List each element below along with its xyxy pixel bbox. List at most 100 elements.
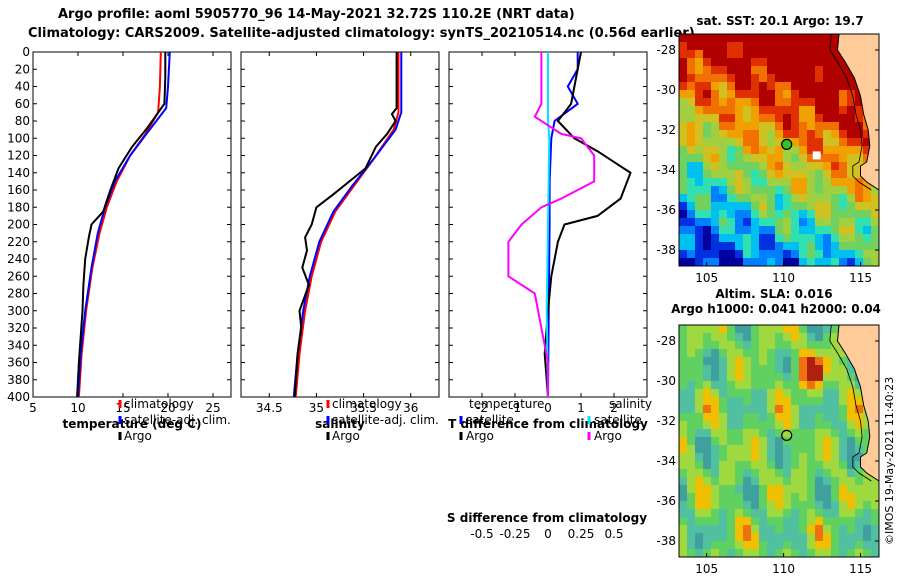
map-cell [855,453,864,462]
map-cell [687,349,696,358]
map-cell [815,381,824,390]
map-cell [711,250,720,259]
map-cell [799,333,808,342]
legend-label: climatology [124,397,194,411]
map-cell [711,477,720,486]
argo-position-marker [781,138,793,150]
map-cell [719,34,728,43]
map-cell [839,122,848,131]
map-cell [791,509,800,518]
map-cell [871,218,879,227]
map-cell [839,218,848,227]
map-cell [863,437,872,446]
map-cell [823,421,832,430]
map-cell [775,461,784,470]
map-cell [775,170,784,179]
map-cell [703,333,712,342]
map-cell [695,477,704,486]
map-cell [711,517,720,526]
map-cell [767,162,776,171]
map-cell [823,461,832,470]
map-cell [783,349,792,358]
map-cell [695,178,704,187]
map-cell [695,138,704,147]
map-cell [751,429,760,438]
map-cell [863,202,872,211]
map-cell [799,349,808,358]
map-cell [783,34,792,43]
map-cell [807,130,816,139]
map-cell [815,549,824,557]
map-cell [727,469,736,478]
map-cell [791,421,800,430]
map-cell [855,186,864,195]
map-cell [823,357,832,366]
map-cell [735,357,744,366]
map-cell [855,162,864,171]
map-cell [759,178,768,187]
map-cell [799,381,808,390]
map-cell [791,453,800,462]
map-cell [743,202,752,211]
map-cell [719,405,728,414]
map-cell [863,218,872,227]
map-cell [759,58,768,67]
map-cell [791,469,800,478]
map-cell [775,210,784,219]
map-cell [815,509,824,518]
map-cell [767,525,776,534]
map-cell [791,477,800,486]
map-cell [767,130,776,139]
map-cell [767,202,776,211]
map-cell [823,525,832,534]
map-cell [863,226,872,235]
map-cell [767,469,776,478]
map-cell [679,373,688,382]
map-cell [767,517,776,526]
map-cell [767,445,776,454]
y-tick-label: 360 [7,356,30,370]
map-cell [815,357,824,366]
map-cell [743,114,752,123]
map-cell [743,533,752,542]
map-cell [735,517,744,526]
map-cell [703,194,712,203]
map-cell [791,357,800,366]
map-cell [687,106,696,115]
map-cell [751,509,760,518]
map-cell [727,98,736,107]
map-cell [695,34,704,43]
map-cell [719,202,728,211]
series-line-s-argo [507,52,596,397]
map-cell [703,178,712,187]
map-cell [759,82,768,91]
map-cell [823,549,832,557]
map-cell [743,98,752,107]
map-cell [743,58,752,67]
map-cell [815,74,824,83]
map-cell [855,106,864,115]
sst-hotspot-marker [812,151,821,160]
legend-label: satellite [466,413,514,427]
map-cell [687,186,696,195]
map-cell [735,421,744,430]
map-cell [863,421,872,430]
y-tick-label: 300 [7,304,30,318]
map-cell [743,82,752,91]
map-cell [759,477,768,486]
map-cell [839,397,848,406]
map-cell [735,82,744,91]
map-cell [783,389,792,398]
map-cell [815,461,824,470]
map-cell [687,357,696,366]
map-cell [735,122,744,131]
map-cell [815,114,824,123]
map-cell [727,493,736,502]
map-cell [799,429,808,438]
map-cell [695,194,704,203]
map-cell [687,178,696,187]
map-cell [687,405,696,414]
map-cell [799,114,808,123]
map-cell [855,381,864,390]
map-cell [735,493,744,502]
